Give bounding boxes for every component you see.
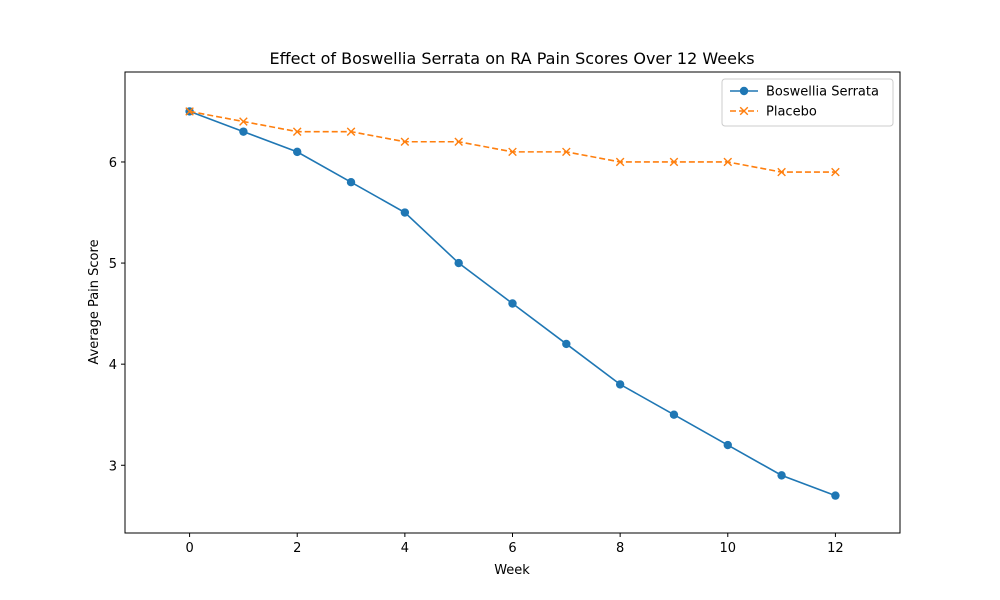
plot-frame xyxy=(124,71,901,534)
legend-label-placebo: Placebo xyxy=(766,105,817,120)
y-tick-label: 5 xyxy=(109,257,117,272)
data-point-placebo xyxy=(346,127,356,136)
data-point-placebo xyxy=(562,147,571,157)
data-point-placebo xyxy=(831,167,840,177)
data-point-boswellia-serrata xyxy=(831,491,840,500)
x-tick-label: 6 xyxy=(508,541,516,556)
x-tick-label: 2 xyxy=(293,541,301,556)
data-point-placebo xyxy=(400,137,410,147)
data-point-placebo xyxy=(777,167,786,177)
x-marker-stroke xyxy=(739,106,749,116)
x-marker-stroke xyxy=(185,107,194,116)
x-tick-label: 8 xyxy=(616,541,624,556)
data-point-boswellia-serrata xyxy=(293,147,302,157)
plot-area: 0 2 4 6 8 10 12 3 4 5 6 xyxy=(109,107,844,556)
data-point-placebo xyxy=(508,147,517,157)
x-marker-stroke xyxy=(777,167,786,177)
data-point-boswellia-serrata xyxy=(615,380,625,389)
x-axis-label: Week xyxy=(494,563,530,578)
y-tick-label: 3 xyxy=(109,459,117,474)
data-point-placebo xyxy=(454,137,463,147)
data-point-placebo xyxy=(239,117,248,126)
x-marker-stroke xyxy=(562,147,571,157)
x-marker-stroke xyxy=(615,157,625,167)
data-point-placebo xyxy=(185,107,194,116)
data-point-boswellia-serrata xyxy=(346,177,356,187)
data-point-placebo xyxy=(669,157,679,167)
x-marker-stroke xyxy=(292,127,302,136)
legend: Boswellia Serrata Placebo xyxy=(721,78,894,127)
x-tick-label: 10 xyxy=(720,541,737,556)
data-point-boswellia-serrata xyxy=(508,299,517,308)
chart-title: Effect of Boswellia Serrata on RA Pain S… xyxy=(269,49,754,68)
data-point-boswellia-serrata xyxy=(400,208,410,217)
y-tick-label: 4 xyxy=(109,358,117,373)
legend-marker-boswellia-serrata xyxy=(739,86,749,96)
data-point-boswellia-serrata xyxy=(723,440,732,450)
data-point-boswellia-serrata xyxy=(239,127,248,136)
x-marker-stroke xyxy=(400,137,410,147)
y-axis-label: Average Pain Score xyxy=(87,239,102,364)
legend-marker-placebo xyxy=(739,106,749,116)
x-marker-stroke xyxy=(831,167,840,177)
x-marker-stroke xyxy=(508,147,517,157)
data-point-boswellia-serrata xyxy=(562,339,571,349)
x-marker-stroke xyxy=(723,157,733,167)
legend-label-boswellia-serrata: Boswellia Serrata xyxy=(766,85,879,100)
data-point-boswellia-serrata xyxy=(777,471,786,480)
x-marker-stroke xyxy=(454,137,463,147)
x-marker-stroke xyxy=(239,117,248,126)
x-tick-label: 4 xyxy=(401,541,409,556)
x-marker-stroke xyxy=(669,157,679,167)
legend-box xyxy=(721,78,894,127)
data-point-placebo xyxy=(292,127,302,136)
x-marker-stroke xyxy=(346,127,356,136)
x-tick-label: 12 xyxy=(827,541,844,556)
data-point-placebo xyxy=(723,157,733,167)
data-point-placebo xyxy=(615,157,625,167)
data-point-boswellia-serrata xyxy=(669,410,679,419)
x-tick-label: 0 xyxy=(185,541,193,556)
y-tick-label: 6 xyxy=(109,156,117,171)
data-point-boswellia-serrata xyxy=(454,258,463,268)
